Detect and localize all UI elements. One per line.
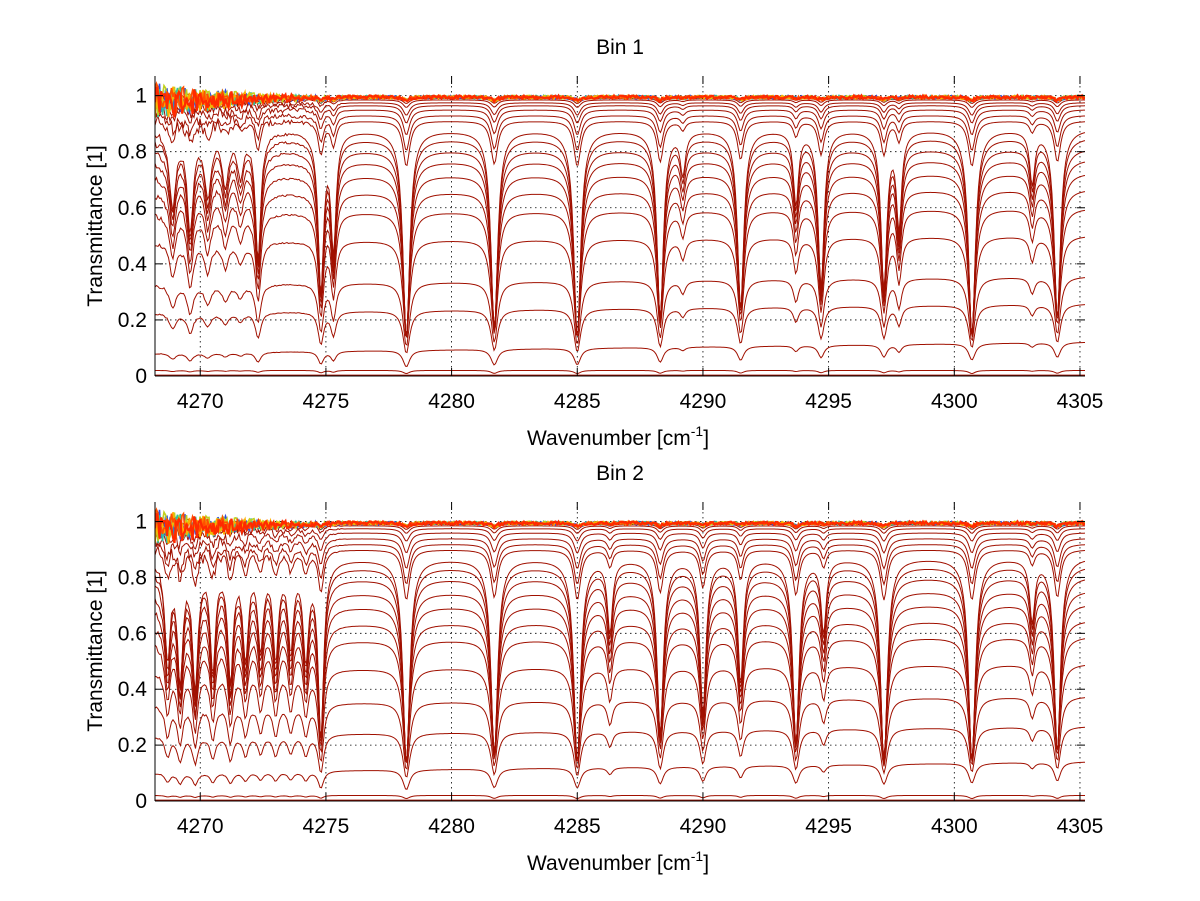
x-tick-label: 4270: [177, 390, 224, 413]
series-line-top: [155, 512, 1085, 544]
y-tick-label: 1: [135, 85, 147, 108]
x-tick-label: 4285: [554, 390, 601, 413]
series-line: [155, 369, 1085, 374]
x-axis-label-end: ]: [703, 852, 709, 875]
y-tick-label: 0.2: [118, 309, 147, 332]
y-tick-label: 1: [135, 511, 147, 534]
series-line: [155, 132, 1085, 338]
series-line: [155, 697, 1085, 770]
series-line: [155, 539, 1085, 587]
series-group: [155, 507, 1085, 801]
series-line: [155, 161, 1085, 335]
series-line: [155, 526, 1085, 554]
y-axis-label-group: Transmittance [1]: [84, 145, 107, 306]
y-tick-label: 0.4: [118, 253, 148, 276]
y-tick-label: 0: [135, 365, 147, 388]
series-line: [155, 209, 1085, 336]
ticks: 4270 4275 4280 4285 4290 4295 4300 4305 0 0.2 0.4 0…: [118, 502, 1104, 838]
series-line: [155, 236, 1085, 339]
y-tick-label: 0.8: [118, 141, 147, 164]
series-line-top: [155, 86, 1085, 118]
x-tick-label: 4280: [428, 815, 475, 838]
series-line: [155, 105, 1085, 136]
x-tick-label: 4300: [931, 390, 978, 413]
x-tick-label: 4270: [177, 815, 224, 838]
x-tick-label: 4275: [303, 815, 350, 838]
series-line: [155, 174, 1085, 336]
x-tick-label: 4305: [1057, 390, 1104, 413]
x-tick-label: 4290: [680, 815, 727, 838]
y-tick-label: 0: [135, 790, 147, 813]
chart-title: Bin 1: [596, 36, 644, 59]
x-axis-label-main: Wavenumber [cm: [527, 427, 691, 450]
x-axis-label-end: ]: [703, 427, 709, 450]
series-line: [155, 150, 1085, 336]
series-line: [155, 191, 1085, 336]
series-line: [155, 794, 1085, 800]
x-axis-label-superscript: -1: [691, 423, 704, 439]
axes-frame: [154, 76, 1085, 377]
series-line: [155, 94, 1085, 116]
y-axis-label-group: Transmittance [1]: [84, 570, 107, 731]
series-line: [155, 638, 1085, 762]
y-tick-label: 0.4: [118, 678, 148, 701]
chart-panel-bin-2: Bin 2 Transmittance [1] Wavenumber [cm-1…: [84, 462, 1103, 875]
series-line: [155, 606, 1085, 761]
y-tick-label: 0.6: [118, 197, 147, 220]
series-line: [155, 109, 1085, 151]
series-line: [155, 341, 1085, 367]
chart-title: Bin 2: [596, 462, 644, 485]
x-tick-label: 4295: [805, 390, 852, 413]
x-axis-label: Wavenumber [cm-1]: [527, 848, 709, 875]
series-line: [155, 544, 1085, 601]
series-line: [155, 568, 1085, 766]
x-axis-label-superscript: -1: [691, 848, 704, 864]
x-axis-label: Wavenumber [cm-1]: [527, 423, 709, 450]
series-line: [155, 521, 1085, 543]
x-axis-label-main: Wavenumber [cm: [527, 852, 691, 875]
series-line: [155, 579, 1085, 764]
x-tick-label: 4305: [1057, 815, 1104, 838]
series-line: [155, 98, 1085, 124]
series-line: [155, 665, 1085, 764]
series-line: [155, 277, 1085, 346]
y-tick-label: 0.6: [118, 622, 147, 645]
y-axis-label: Transmittance [1]: [84, 570, 107, 731]
series-line: [155, 304, 1085, 354]
series-line: [155, 140, 1085, 337]
series-group: [155, 81, 1085, 376]
series-line: [155, 726, 1085, 778]
series-line: [155, 537, 1085, 571]
series-line: [155, 560, 1085, 767]
x-tick-label: 4300: [931, 815, 978, 838]
series-line: [155, 761, 1085, 790]
x-tick-label: 4275: [303, 390, 350, 413]
series-line: [155, 622, 1085, 761]
series-line: [155, 113, 1085, 167]
x-tick-label: 4285: [554, 815, 601, 838]
series-line: [155, 592, 1085, 762]
axes-frame: [154, 502, 1085, 802]
y-tick-label: 0.8: [118, 566, 147, 589]
y-axis-label: Transmittance [1]: [84, 145, 107, 306]
chart-panel-bin-1: Bin 1 Transmittance [1] Wavenumber [cm-1…: [84, 36, 1103, 450]
y-tick-label: 0.2: [118, 734, 147, 757]
x-tick-label: 4290: [680, 390, 727, 413]
ticks: 4270 4275 4280 4285 4290 4295 4300 4305 0 0.2 0.4 0…: [118, 76, 1104, 413]
x-tick-label: 4280: [428, 390, 475, 413]
x-tick-label: 4295: [805, 815, 852, 838]
